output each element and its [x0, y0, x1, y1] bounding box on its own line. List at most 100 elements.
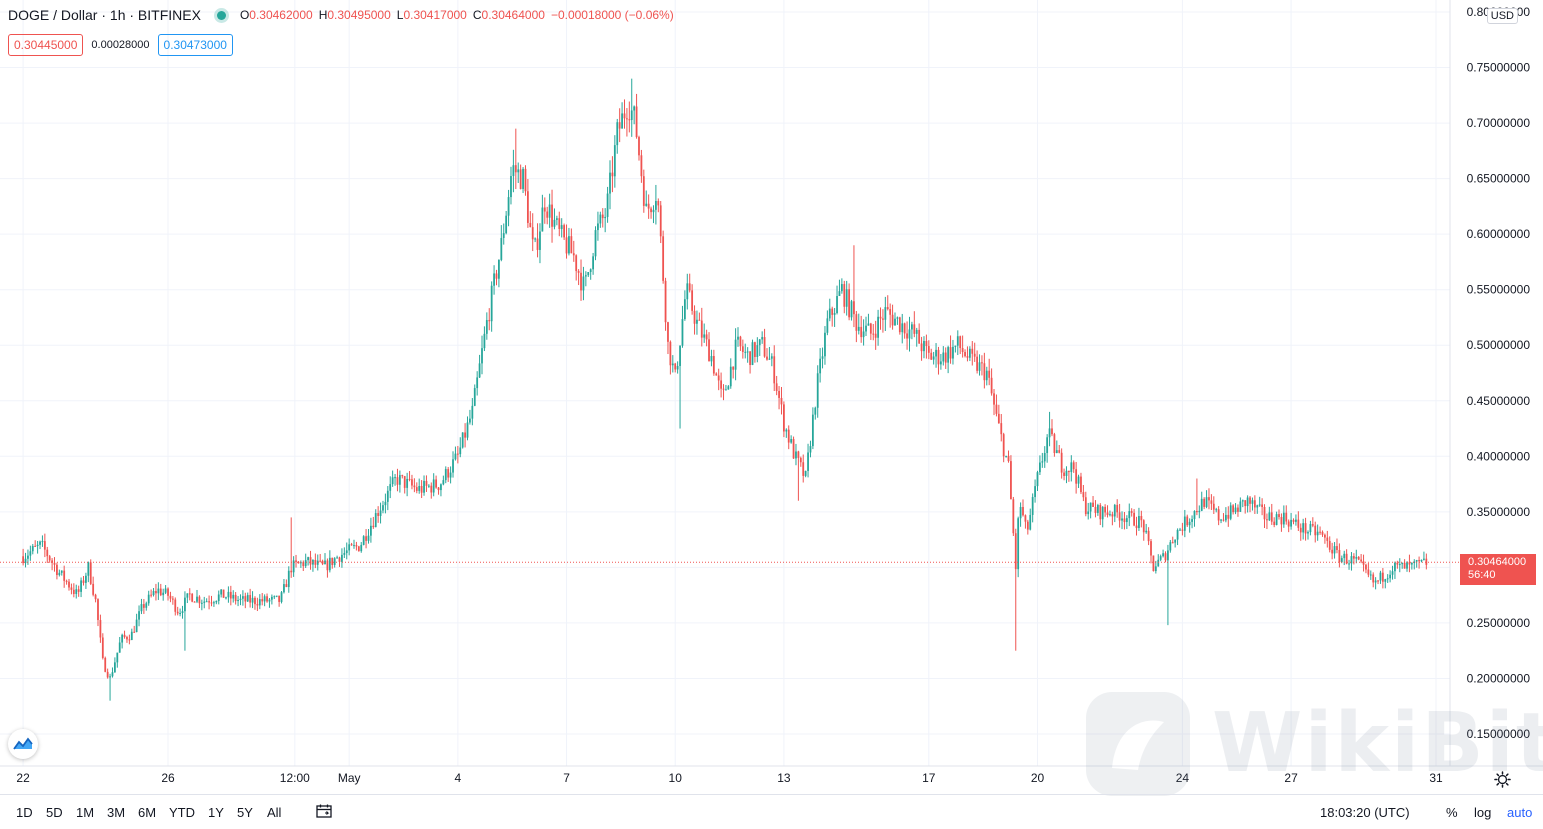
candle-body — [932, 356, 935, 360]
candle-body — [1138, 516, 1140, 529]
candle-body — [498, 259, 500, 279]
sell-quote-button[interactable]: 0.30445000 — [8, 34, 84, 56]
candle-body — [413, 485, 416, 488]
log-scale-toggle[interactable]: log — [1474, 805, 1492, 820]
utc-clock[interactable]: 18:03:20 (UTC) — [1320, 805, 1410, 820]
candle-body — [326, 560, 329, 571]
candle-body — [46, 549, 49, 557]
candle-body — [623, 113, 626, 119]
range-1m-button[interactable]: 1M — [76, 805, 95, 820]
candle-body — [669, 341, 672, 366]
candle-body — [594, 230, 597, 257]
candle-body — [82, 580, 85, 583]
candle-body — [710, 356, 713, 362]
candle-body — [68, 581, 70, 588]
candle-body — [1374, 580, 1377, 583]
candle-body — [1154, 566, 1157, 572]
candle-body — [821, 356, 824, 359]
candle-body — [638, 137, 640, 156]
candle-body — [522, 168, 524, 189]
candle-body — [229, 591, 232, 599]
candle-body — [650, 208, 652, 213]
candle-body — [1372, 574, 1375, 583]
candle-body — [1263, 507, 1266, 520]
candle-body — [186, 593, 189, 598]
candle-body — [152, 591, 155, 596]
candle-body — [985, 370, 988, 381]
candle-body — [1164, 553, 1167, 561]
y-tick-label: 0.60000000 — [1467, 227, 1531, 241]
candle-body — [1297, 519, 1300, 528]
candle-body — [53, 562, 56, 565]
candle-body — [1362, 561, 1365, 565]
symbol-title[interactable]: DOGE / Dollar · 1h · BITFINEX — [8, 7, 201, 23]
candle-body — [1094, 506, 1097, 513]
candle-body — [338, 557, 341, 562]
candle-body — [232, 594, 235, 599]
range-ytd-button[interactable]: YTD — [169, 805, 195, 820]
candle-body — [1280, 517, 1283, 525]
candle-body — [1101, 506, 1104, 520]
candle-body — [379, 510, 382, 516]
candle-body — [89, 562, 92, 584]
candle-body — [99, 620, 102, 638]
range-1d-button[interactable]: 1D — [16, 805, 33, 820]
x-tick-label: 10 — [669, 771, 683, 785]
candle-body — [1273, 521, 1276, 525]
range-1y-button[interactable]: 1Y — [208, 805, 224, 820]
percent-scale-toggle[interactable]: % — [1446, 805, 1458, 820]
candle-body — [686, 283, 689, 300]
candle-body — [937, 349, 940, 365]
candle-body — [1229, 505, 1232, 519]
buy-quote-button[interactable]: 0.30473000 — [157, 34, 233, 56]
candle-body — [744, 351, 747, 353]
candle-body — [775, 383, 778, 391]
candle-body — [1019, 507, 1022, 519]
candle-body — [140, 604, 143, 612]
range-6m-button[interactable]: 6M — [138, 805, 157, 820]
low-value: 0.30417000 — [403, 8, 467, 22]
candle-body — [524, 168, 527, 192]
range-all-button[interactable]: All — [267, 805, 282, 820]
bid-ask-quotes: 0.30445000 0.00028000 0.30473000 — [8, 34, 233, 56]
candle-body — [268, 599, 271, 602]
y-tick-label: 0.65000000 — [1467, 172, 1531, 186]
candle-body — [80, 580, 82, 592]
candle-body — [1249, 497, 1251, 504]
candle-body — [167, 588, 169, 596]
candle-body — [1130, 511, 1133, 513]
candle-body — [456, 453, 459, 455]
gear-icon[interactable] — [1494, 771, 1511, 788]
candle-body — [365, 536, 367, 541]
candle-body — [251, 597, 254, 603]
candle-body — [930, 352, 933, 360]
candle-body — [215, 600, 218, 603]
candle-body — [1333, 546, 1336, 554]
candle-body — [606, 193, 609, 217]
candle-body — [244, 596, 247, 602]
candle-body — [510, 176, 512, 198]
candle-body — [947, 347, 950, 363]
candle-body — [1096, 505, 1099, 513]
candle-body — [831, 308, 834, 315]
candle-body — [1118, 512, 1121, 521]
range-5d-button[interactable]: 5D — [46, 805, 63, 820]
candle-body — [1275, 514, 1278, 525]
candle-body — [1345, 553, 1348, 564]
candle-body — [505, 215, 508, 234]
candle-body — [1253, 500, 1256, 508]
range-5y-button[interactable]: 5Y — [237, 805, 253, 820]
calendar-icon[interactable] — [316, 804, 332, 818]
candle-body — [898, 317, 901, 333]
currency-badge[interactable]: USD — [1486, 8, 1518, 24]
tradingview-logo-icon[interactable] — [8, 729, 38, 759]
candle-body — [915, 329, 918, 334]
price-chart[interactable]: 0.800000000.750000000.700000000.65000000… — [0, 0, 1543, 794]
candle-body — [234, 594, 237, 602]
candle-body — [1208, 497, 1210, 501]
auto-scale-toggle[interactable]: auto — [1507, 805, 1533, 820]
candle-body — [826, 318, 829, 333]
candle-body — [1193, 510, 1196, 520]
range-3m-button[interactable]: 3M — [107, 805, 126, 820]
